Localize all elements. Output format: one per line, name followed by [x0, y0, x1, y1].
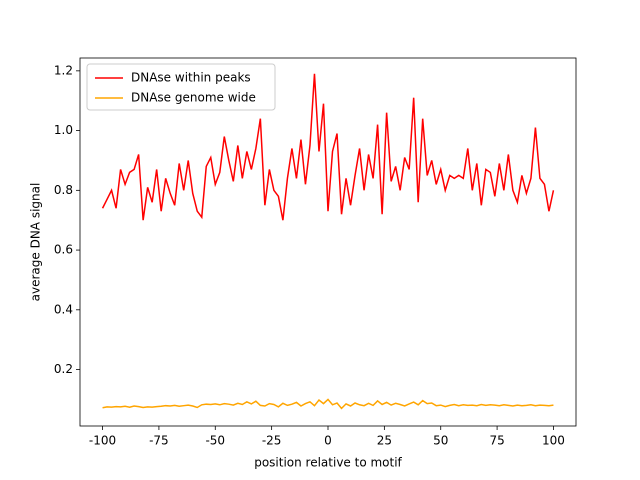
legend-box — [86, 63, 276, 111]
x-tick-label: 0 — [324, 434, 332, 448]
y-tick-label: 0.8 — [54, 183, 73, 197]
plot-frame — [79, 57, 577, 427]
legend-label: DNAse genome wide — [131, 91, 256, 105]
x-tick-label: -25 — [262, 434, 282, 448]
y-tick-label: 0.6 — [54, 243, 73, 257]
x-tick-label: -50 — [205, 434, 225, 448]
x-tick-label: 25 — [377, 434, 392, 448]
y-tick-label: 1.2 — [54, 63, 73, 77]
y-tick-label: 0.2 — [54, 362, 73, 376]
x-tick-label: -100 — [89, 434, 116, 448]
x-tick-label: 50 — [433, 434, 448, 448]
legend-label: DNAse within peaks — [131, 71, 251, 85]
data-line — [101, 73, 555, 221]
x-tick-label: 75 — [489, 434, 504, 448]
data-line — [102, 398, 554, 410]
x-tick-label: -75 — [149, 434, 169, 448]
y-tick-label: 0.4 — [54, 302, 73, 316]
y-tick-label: 1.0 — [54, 123, 73, 137]
x-axis-label: position relative to motif — [254, 456, 402, 470]
y-axis-label: average DNA signal — [29, 183, 43, 302]
x-tick-label: 100 — [542, 434, 565, 448]
